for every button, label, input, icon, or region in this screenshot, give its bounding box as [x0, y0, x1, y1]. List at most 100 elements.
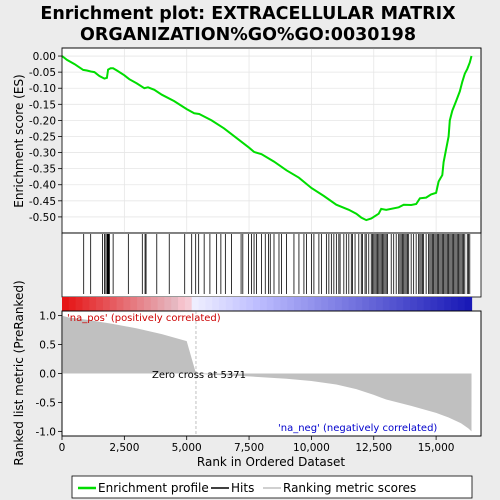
metric-tick-label: 0.5: [39, 340, 56, 352]
heat-bar-segment: [375, 297, 384, 311]
heat-bar-segment: [464, 297, 473, 311]
heat-bar-segment: [75, 297, 84, 311]
heat-bar-segment: [143, 297, 152, 311]
x-axis-label: Rank in Ordered Dataset: [197, 455, 345, 469]
legend-metric-label: Ranking metric scores: [283, 481, 416, 495]
es-panel: [61, 47, 482, 234]
heat-bar-segment: [369, 297, 377, 311]
heat-bar-segment: [416, 297, 425, 311]
heat-bar-segment: [355, 297, 363, 311]
heat-bar-segment: [150, 297, 159, 311]
x-tick-label: 0: [59, 442, 66, 454]
es-tick-label: -0.35: [29, 164, 56, 176]
heat-bar-segment: [396, 297, 404, 311]
heat-bar-segment: [307, 297, 316, 311]
heat-bar-segment: [382, 297, 391, 311]
es-tick-label: -0.40: [29, 180, 56, 192]
heat-bar-segment: [253, 297, 261, 311]
negative-correlation-label: 'na_neg' (negatively correlated): [278, 423, 437, 434]
es-tick-label: -0.25: [29, 131, 56, 143]
heat-bar-segment: [294, 297, 302, 311]
heat-bar: [62, 297, 473, 311]
heat-bar-segment: [328, 297, 336, 311]
metric-tick-label: 0.0: [39, 369, 56, 381]
heat-bar-segment: [123, 297, 131, 311]
hits-panel: [61, 232, 482, 298]
heat-bar-segment: [212, 297, 220, 311]
heat-bar-segment: [444, 297, 452, 311]
x-tick-label: 5,000: [172, 442, 202, 454]
heat-bar-segment: [403, 297, 411, 311]
heat-bar-segment: [68, 297, 77, 311]
es-tick-label: -0.30: [29, 148, 56, 160]
positive-correlation-label: 'na_pos' (positively correlated): [67, 313, 221, 324]
heat-bar-segment: [205, 297, 213, 311]
enrichment-profile-line: [61, 55, 473, 222]
heat-bar-segment: [130, 297, 138, 311]
es-tick-label: -0.10: [29, 83, 56, 95]
legend: Enrichment profile Hits Ranking metric s…: [71, 475, 473, 499]
metric-tick-label: -1.0: [36, 426, 57, 438]
zero-cross-label: Zero cross at 5371: [152, 370, 246, 381]
heat-bar-segment: [218, 297, 227, 311]
heat-bar-segment: [457, 297, 466, 311]
heat-bar-segment: [259, 297, 268, 311]
heat-bar-segment: [96, 297, 104, 311]
heat-bar-segment: [198, 297, 206, 311]
heat-bar-segment: [225, 297, 234, 311]
es-tick-label: -0.20: [29, 115, 56, 127]
heat-bar-segment: [157, 297, 165, 311]
heat-bar-segment: [410, 297, 418, 311]
heat-bar-segment: [451, 297, 459, 311]
es-tick-label: -0.45: [29, 196, 56, 208]
ranked-metric-area: [62, 315, 472, 432]
heat-bar-segment: [362, 297, 370, 311]
heat-bar-segment: [273, 297, 282, 311]
heat-bar-segment: [266, 297, 275, 311]
x-tick-label: 15,000: [418, 442, 455, 454]
heat-bar-segment: [62, 297, 70, 311]
x-tick-label: 12,500: [355, 442, 392, 454]
heat-bar-segment: [239, 297, 247, 311]
heat-bar-segment: [430, 297, 438, 311]
heat-bar-segment: [321, 297, 329, 311]
heat-bar-segment: [171, 297, 179, 311]
heat-bar-segment: [191, 297, 200, 311]
legend-profile-label: Enrichment profile: [98, 481, 209, 495]
heat-bar-segment: [82, 297, 90, 311]
x-tick-label: 2,500: [109, 442, 139, 454]
es-tick-label: -0.05: [29, 67, 56, 79]
heat-bar-segment: [280, 297, 288, 311]
x-tick-label: 7,500: [234, 442, 264, 454]
heat-bar-segment: [178, 297, 186, 311]
heat-bar-segment: [184, 297, 193, 311]
heat-bar-segment: [246, 297, 254, 311]
heat-bar-segment: [137, 297, 145, 311]
legend-hits-label: Hits: [231, 481, 254, 495]
heat-bar-segment: [437, 297, 445, 311]
x-tick-label: 10,000: [293, 442, 330, 454]
heat-bar-segment: [89, 297, 97, 311]
heat-bar-segment: [109, 297, 118, 311]
es-tick-label: -0.15: [29, 99, 56, 111]
heat-bar-segment: [423, 297, 432, 311]
heat-bar-segment: [335, 297, 343, 311]
heat-bar-segment: [300, 297, 309, 311]
metric-tick-label: 1.0: [39, 311, 56, 323]
chart-title-line2: ORGANIZATION%GO%GO:0030198: [80, 25, 416, 45]
metric-y-axis-label: Ranked list metric (PreRanked): [12, 280, 26, 465]
heat-bar-segment: [102, 297, 111, 311]
heat-bar-segment: [287, 297, 295, 311]
heat-bar-segment: [116, 297, 125, 311]
es-tick-label: -0.50: [29, 212, 56, 224]
heat-bar-segment: [314, 297, 322, 311]
chart-title-line1: Enrichment plot: EXTRACELLULAR MATRIX: [40, 4, 456, 24]
es-tick-label: 0.00: [33, 51, 56, 63]
heat-bar-segment: [389, 297, 398, 311]
heat-bar-segment: [232, 297, 241, 311]
heat-bar-segment: [341, 297, 350, 311]
heat-bar-segment: [348, 297, 357, 311]
metric-tick-label: -0.5: [36, 397, 57, 409]
heat-bar-segment: [164, 297, 172, 311]
